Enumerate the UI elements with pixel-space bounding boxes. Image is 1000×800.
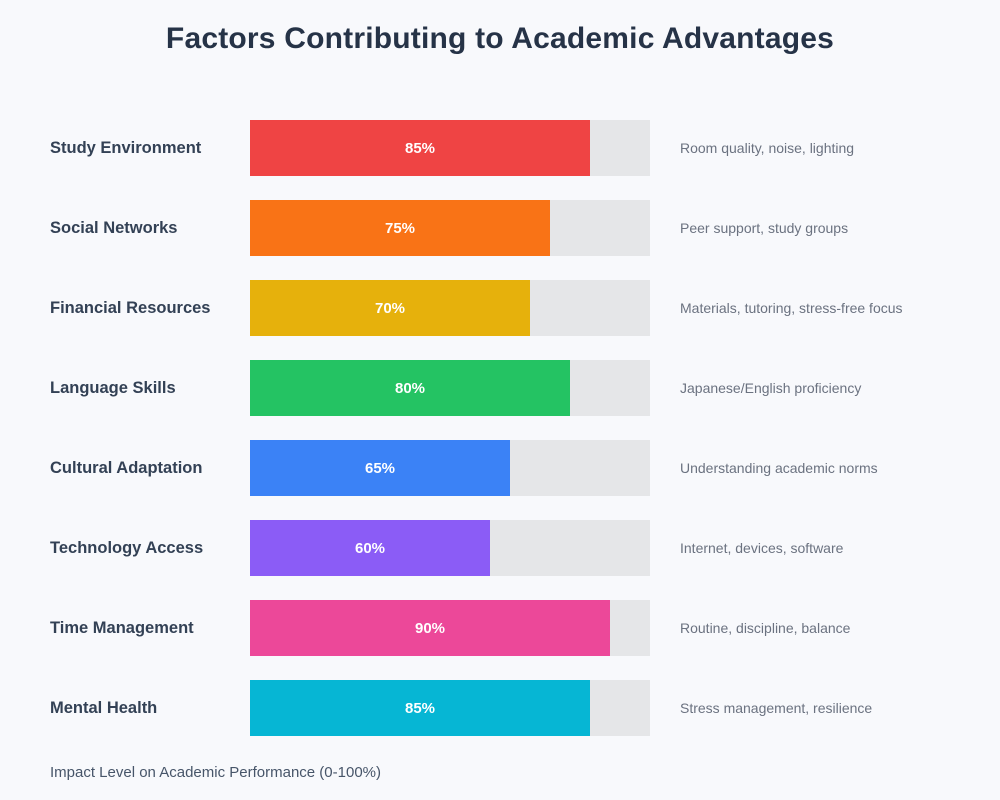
category-label: Cultural Adaptation — [50, 458, 203, 477]
category-description: Routine, discipline, balance — [680, 620, 851, 636]
bar-fill: 85% — [250, 120, 590, 176]
page: Factors Contributing to Academic Advanta… — [0, 22, 1000, 800]
category-label: Social Networks — [50, 218, 178, 237]
bar-fill: 85% — [250, 680, 590, 736]
bar-value-label: 60% — [354, 539, 386, 557]
category-description: Understanding academic norms — [680, 460, 878, 476]
chart-row: Financial Resources 70% Materials, tutorin… — [0, 268, 1000, 348]
bar-track: 70% — [250, 280, 650, 336]
category-description: Stress management, resilience — [680, 700, 873, 716]
bar-track: 80% — [250, 360, 650, 416]
category-description: Room quality, noise, lighting — [680, 140, 855, 156]
bar-value-label: 65% — [364, 459, 396, 477]
category-description: Peer support, study groups — [680, 220, 849, 236]
category-label: Technology Access — [50, 538, 204, 557]
chart-row: Mental Health 85% Stress management, resil… — [0, 668, 1000, 748]
category-description: Materials, tutoring, stress-free focus — [680, 300, 903, 316]
bar-fill: 90% — [250, 600, 610, 656]
bar-fill: 75% — [250, 200, 550, 256]
bar-fill: 65% — [250, 440, 510, 496]
category-label: Financial Resources — [50, 298, 211, 317]
chart-title: Factors Contributing to Academic Advanta… — [165, 22, 835, 55]
bar-track: 85% — [250, 680, 650, 736]
chart-row: Language Skills 80% Japanese/English profi… — [0, 348, 1000, 428]
category-label: Study Environment — [50, 138, 202, 157]
chart-row: Cultural Adaptation 65% Understanding acad… — [0, 428, 1000, 508]
chart-row: Time Management 90% Routine, discipline, b… — [0, 588, 1000, 668]
bar-value-label: 75% — [384, 219, 416, 237]
bar-value-label: 85% — [404, 139, 436, 157]
bar-track: 85% — [250, 120, 650, 176]
bar-value-label: 70% — [374, 299, 406, 317]
category-label: Mental Health — [50, 698, 158, 717]
chart-row: Technology Access 60% Internet, devices, s… — [0, 508, 1000, 588]
bar-track: 65% — [250, 440, 650, 496]
category-description: Internet, devices, software — [680, 540, 844, 556]
bar-track: 75% — [250, 200, 650, 256]
chart-row: Social Networks 75% Peer support, study gr… — [0, 188, 1000, 268]
bar-value-label: 85% — [404, 699, 436, 717]
axis-caption: Impact Level on Academic Performance (0-… — [50, 764, 381, 781]
bar-track: 90% — [250, 600, 650, 656]
bar-fill: 80% — [250, 360, 570, 416]
bar-chart: Study Environment 85% Room quality, noise,… — [0, 108, 1000, 748]
bar-track: 60% — [250, 520, 650, 576]
bar-fill: 70% — [250, 280, 530, 336]
category-label: Language Skills — [50, 378, 176, 397]
bar-value-label: 80% — [394, 379, 426, 397]
category-label: Time Management — [50, 618, 194, 637]
category-description: Japanese/English proficiency — [680, 380, 862, 396]
bar-value-label: 90% — [414, 619, 446, 637]
bar-fill: 60% — [250, 520, 490, 576]
chart-row: Study Environment 85% Room quality, noise,… — [0, 108, 1000, 188]
